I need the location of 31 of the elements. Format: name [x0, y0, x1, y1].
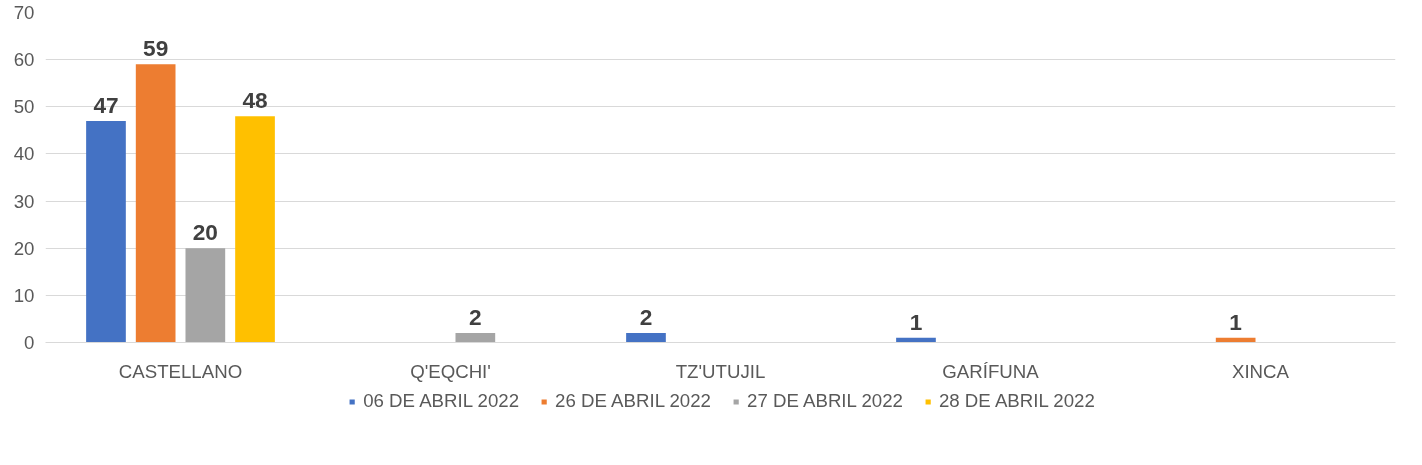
- bar: [235, 116, 275, 343]
- bar: [135, 64, 176, 343]
- bar: [626, 333, 666, 343]
- y-tick-label: 70: [13, 2, 35, 23]
- x-tick-label: CASTELLANO: [118, 360, 243, 382]
- bar: [455, 333, 496, 343]
- y-tick-label: 60: [13, 49, 35, 71]
- data-label: 1: [1229, 308, 1242, 335]
- y-tick-label: 50: [13, 96, 35, 118]
- data-label: 48: [242, 87, 268, 114]
- y-tick-label: 10: [13, 284, 35, 306]
- data-label: 20: [192, 219, 218, 246]
- y-tick-label: 20: [13, 237, 35, 259]
- legend-label: 26 DE ABRIL 2022: [555, 390, 711, 412]
- data-label: 47: [93, 91, 119, 118]
- legend-label: 06 DE ABRIL 2022: [363, 390, 520, 412]
- x-tick-label: GARÍFUNA: [942, 360, 1040, 382]
- bar: [185, 248, 226, 343]
- x-tick-label: Q'EQCHI': [410, 360, 491, 382]
- data-label: 59: [143, 35, 169, 62]
- data-label: 2: [469, 304, 482, 331]
- y-tick-label: 30: [13, 190, 35, 212]
- x-tick-label: TZ'UTUJIL: [675, 360, 766, 382]
- data-label: 2: [639, 304, 653, 331]
- y-tick-label: 0: [24, 332, 35, 353]
- legend-label: 28 DE ABRIL 2022: [938, 390, 1095, 412]
- data-label: 1: [909, 308, 923, 335]
- y-tick-label: 40: [13, 143, 35, 165]
- bar: [86, 120, 126, 343]
- legend-label: 27 DE ABRIL 2022: [747, 390, 903, 412]
- x-tick-label: XINCA: [1231, 360, 1290, 382]
